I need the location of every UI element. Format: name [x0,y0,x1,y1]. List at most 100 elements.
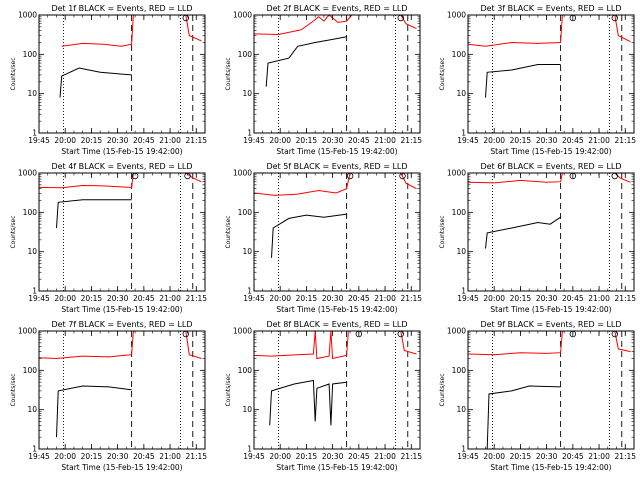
events-line [485,64,561,98]
panel-title: Det 8f BLACK = Events, RED = LLD [266,320,407,329]
detector-panel: Det 9f BLACK = Events, RED = LLD Counts/s… [439,320,636,472]
detector-panel: Det 7f BLACK = Events, RED = LLD Counts/s… [10,320,207,472]
x-tick-label: 19:45 [28,452,50,461]
y-tick-label: 1000 [233,169,252,178]
x-tick-label: 20:45 [562,136,584,145]
y-tick-label: 1000 [18,169,37,178]
x-tick-label: 20:30 [107,294,129,303]
x-axis-label: Start Time (15-Feb-15 19:42:00) [490,463,611,472]
plot-frame [467,172,635,292]
y-tick-label: 10 [27,89,37,98]
panel-title: Det 2f BLACK = Events, RED = LLD [266,4,407,13]
y-tick-label: 1 [461,287,466,296]
y-tick-label: 1000 [18,327,37,336]
x-tick-label: 21:15 [614,294,636,303]
y-tick-label: 100 [238,50,253,59]
plot-frame [38,172,206,292]
events-line [486,385,561,450]
x-axis-label: Start Time (15-Feb-15 19:42:00) [61,463,182,472]
y-axis-label: Counts/sec [225,373,232,406]
x-tick-label: 20:45 [348,136,370,145]
x-tick-label: 20:30 [322,136,344,145]
y-tick-label: 1 [32,129,37,138]
detector-panel: Det 2f BLACK = Events, RED = LLD Counts/s… [225,4,422,156]
panel-title: Det 5f BLACK = Events, RED = LLD [266,162,407,171]
x-axis-label: Start Time (15-Feb-15 19:42:00) [490,147,611,156]
detector-panel: Det 5f BLACK = Events, RED = LLD Counts/s… [225,162,422,314]
lld-line [400,172,417,190]
x-tick-label: 20:45 [133,452,155,461]
y-tick-label: 10 [27,247,37,256]
y-tick-label: 10 [242,405,252,414]
x-tick-label: 20:00 [54,452,76,461]
x-tick-label: 20:15 [81,452,103,461]
x-tick-label: 20:00 [269,136,291,145]
events-line [56,385,132,438]
x-tick-label: 21:15 [185,136,207,145]
y-tick-label: 10 [456,247,466,256]
lld-line [400,14,417,30]
x-axis-label: Start Time (15-Feb-15 19:42:00) [276,147,397,156]
y-tick-label: 100 [238,208,253,217]
plot-frame [253,14,421,134]
x-tick-label: 21:15 [400,136,422,145]
x-tick-label: 20:30 [107,136,129,145]
y-axis-label: Counts/sec [439,373,446,406]
y-tick-label: 10 [242,89,252,98]
x-tick-label: 20:30 [322,452,344,461]
y-tick-label: 1 [461,445,466,454]
events-line [265,36,347,87]
events-line [56,199,132,229]
y-tick-label: 1 [247,445,252,454]
x-tick-label: 20:00 [54,136,76,145]
x-tick-label: 20:15 [296,294,318,303]
x-tick-label: 20:00 [54,294,76,303]
x-tick-label: 20:15 [510,294,532,303]
y-tick-label: 10 [27,405,37,414]
lld-line [38,172,148,189]
y-tick-label: 10 [456,89,466,98]
x-tick-label: 20:00 [483,136,505,145]
y-tick-label: 10 [456,405,466,414]
lld-line [467,330,577,356]
y-tick-label: 100 [23,208,38,217]
x-tick-label: 20:00 [269,294,291,303]
x-tick-label: 20:15 [296,136,318,145]
lld-line [253,14,363,36]
x-tick-label: 20:15 [510,136,532,145]
detector-panel: Det 4f BLACK = Events, RED = LLD Counts/s… [10,162,207,314]
lld-line [467,14,577,47]
y-tick-label: 1 [461,129,466,138]
x-tick-label: 20:45 [562,294,584,303]
panel-title: Det 3f BLACK = Events, RED = LLD [480,4,621,13]
x-tick-label: 20:45 [133,136,155,145]
y-tick-label: 1000 [447,327,466,336]
x-axis-label: Start Time (15-Feb-15 19:42:00) [276,463,397,472]
x-tick-label: 19:45 [457,136,479,145]
y-tick-label: 1 [247,287,252,296]
x-tick-label: 21:15 [614,136,636,145]
y-axis-label: Counts/sec [439,215,446,248]
detector-panel: Det 1f BLACK = Events, RED = LLD Counts/s… [10,4,207,156]
y-tick-label: 100 [23,50,38,59]
x-tick-label: 20:30 [536,294,558,303]
x-tick-label: 20:15 [296,452,318,461]
y-tick-label: 1000 [18,11,37,20]
lld-line [253,172,363,196]
x-tick-label: 21:00 [159,136,181,145]
x-axis-label: Start Time (15-Feb-15 19:42:00) [490,305,611,314]
x-axis-label: Start Time (15-Feb-15 19:42:00) [61,305,182,314]
events-line [271,213,347,258]
lld-line [253,330,363,360]
y-axis-label: Counts/sec [225,57,232,90]
x-tick-label: 20:30 [536,452,558,461]
x-tick-label: 20:45 [562,452,584,461]
y-tick-label: 100 [452,50,467,59]
y-axis-label: Counts/sec [225,215,232,248]
y-tick-label: 1000 [233,11,252,20]
x-tick-label: 20:00 [483,452,505,461]
y-tick-label: 1000 [447,169,466,178]
x-tick-label: 19:45 [457,452,479,461]
y-tick-label: 1000 [233,327,252,336]
